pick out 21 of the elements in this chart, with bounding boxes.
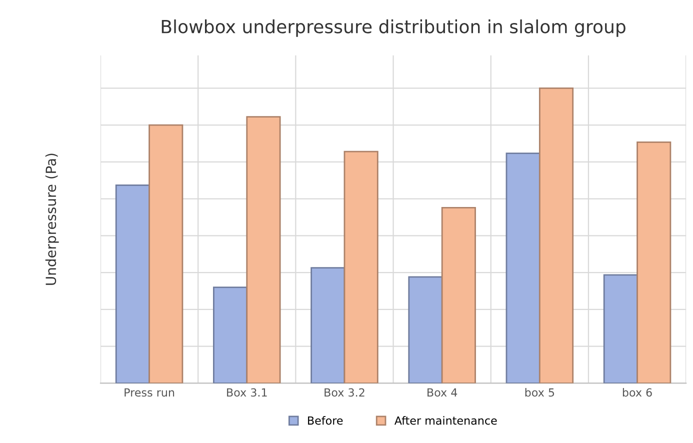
x-tick-label: Box 3.2 (324, 388, 364, 397)
bar (506, 152, 540, 384)
bar (246, 116, 281, 384)
chart-title: Blowbox underpressure distribution in slalom group (162, 19, 626, 37)
x-tick-label: box 6 (622, 388, 652, 397)
bar (441, 206, 476, 384)
bar (148, 124, 184, 384)
legend-label: After maintenance (394, 416, 497, 425)
bar (310, 267, 346, 384)
bar (213, 286, 248, 384)
x-tick-label: box 5 (525, 388, 554, 397)
x-tick-label: Box 4 (428, 388, 458, 397)
x-tick-label: Box 3.1 (227, 388, 267, 397)
bar (344, 150, 378, 384)
x-tick-label: Press run (124, 388, 174, 397)
bar (636, 141, 672, 384)
bar (538, 87, 574, 384)
bar (408, 276, 443, 384)
y-axis-title: Underpressure (Pa) (45, 154, 59, 285)
legend-label: Before (308, 416, 343, 425)
bar (115, 184, 150, 384)
